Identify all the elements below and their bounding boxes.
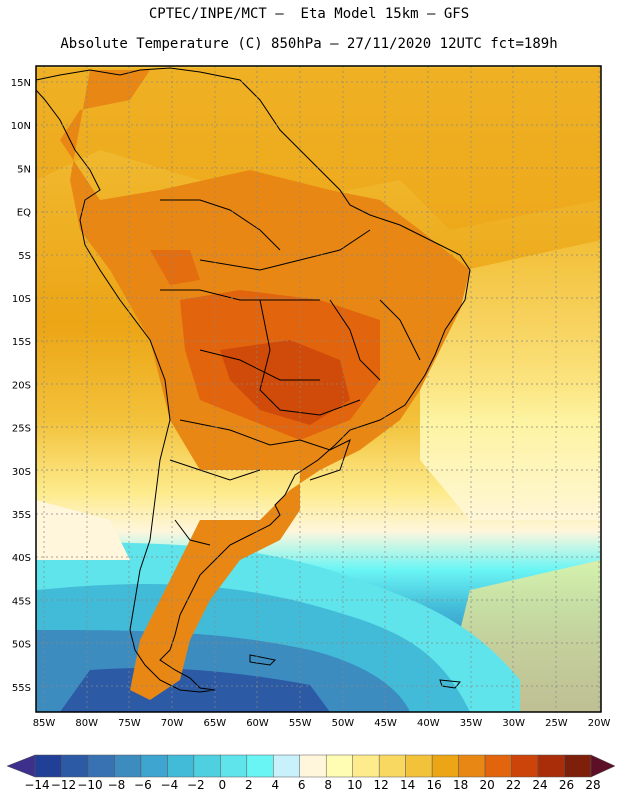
colorbar-box [458, 754, 486, 778]
lon-label: 30W [502, 718, 525, 729]
map-title-line2: Absolute Temperature (C) 850hPa – 27/11/… [60, 36, 558, 52]
colorbar-label: 4 [271, 778, 280, 792]
colorbar-label: 2 [244, 778, 253, 792]
lon-label: 20W [588, 718, 611, 729]
lat-label: 35S [12, 510, 31, 521]
colorbar-label: −4 [160, 778, 179, 792]
lon-label: 80W [75, 718, 98, 729]
colorbar-min-arrow [6, 754, 36, 778]
colorbar-label: 18 [452, 778, 469, 792]
colorbar-label: 22 [505, 778, 522, 792]
colorbar-label: 12 [373, 778, 389, 792]
lon-label: 35W [460, 718, 483, 729]
lon-label: 75W [118, 718, 141, 729]
colorbar-box [273, 754, 301, 778]
lat-label: 25S [12, 424, 31, 435]
lon-label: 70W [161, 718, 184, 729]
lon-label: 85W [33, 718, 56, 729]
colorbar-box [87, 754, 115, 778]
colorbar-label: −14 [24, 778, 50, 792]
lat-label: 5N [17, 164, 31, 175]
colorbar-label: −2 [186, 778, 205, 792]
colorbar-label: 16 [426, 778, 442, 792]
lon-label: 65W [203, 718, 226, 729]
lon-label: 55W [289, 718, 312, 729]
colorbar-box [34, 754, 62, 778]
colorbar-label: −8 [107, 778, 126, 792]
colorbar-label: 20 [479, 778, 495, 792]
lat-label: 55S [12, 683, 31, 694]
colorbar-box [511, 754, 539, 778]
colorbar-label: 28 [585, 778, 601, 792]
colorbar-max-arrow [590, 754, 616, 778]
grid-lines [36, 66, 601, 712]
colorbar-label: 10 [347, 778, 363, 792]
colorbar-label: −12 [50, 778, 77, 792]
latitude-labels: 15N 10N 5N EQ 5S 10S 15S 20S 25S 30S 35S 40S 45S 50S 5… [11, 78, 31, 694]
coastlines [36, 67, 471, 693]
colorbar-box [246, 754, 274, 778]
lat-label: 40S [12, 553, 31, 564]
colorbar-label: 0 [218, 778, 227, 792]
colorbar-box [537, 754, 565, 778]
colorbar-box [325, 754, 353, 778]
lat-label: 10N [11, 121, 31, 132]
map-field [36, 66, 601, 712]
colorbar-box [564, 754, 592, 778]
colorbar-box [299, 754, 327, 778]
lon-label: 50W [332, 718, 355, 729]
colorbar-box [140, 754, 168, 778]
lat-label: 45S [12, 596, 31, 607]
colorbar-box [352, 754, 380, 778]
colorbar-box [484, 754, 512, 778]
colorbar-box [193, 754, 221, 778]
colorbar-box [378, 754, 406, 778]
colorbar-label: 8 [324, 778, 333, 792]
lat-label: 20S [12, 380, 31, 391]
lat-label: 30S [12, 467, 31, 478]
colorbar-label: 26 [558, 778, 575, 792]
longitude-labels: 85W 80W 75W 70W 65W 60W 55W 50W 45W 40W 35W 30W 25W 2… [33, 718, 611, 729]
lat-label: EQ [17, 208, 31, 219]
colorbar-box [114, 754, 142, 778]
colorbar-box [220, 754, 248, 778]
colorbar-label: −6 [134, 778, 152, 792]
lat-label: 5S [18, 251, 31, 262]
lon-label: 25W [545, 718, 568, 729]
lon-label: 60W [246, 718, 269, 729]
colorbar-box [431, 754, 459, 778]
map-frame [35, 65, 602, 713]
lat-label: 15N [11, 78, 31, 89]
colorbar-box [167, 754, 195, 778]
lon-label: 40W [417, 718, 440, 729]
map-title-line1: CPTEC/INPE/MCT – Eta Model 15km – GFS [148, 6, 470, 22]
lon-label: 45W [374, 718, 397, 729]
colorbar-label: 14 [400, 778, 416, 792]
colorbar-box [405, 754, 433, 778]
lat-label: 15S [12, 337, 31, 348]
colorbar-label: 6 [297, 778, 306, 792]
colorbar-label: −10 [77, 778, 103, 792]
lat-label: 10S [12, 294, 31, 305]
colorbar-label: 24 [532, 778, 548, 792]
lat-label: 50S [12, 640, 31, 651]
colorbar [6, 754, 616, 778]
colorbar-box [61, 754, 89, 778]
